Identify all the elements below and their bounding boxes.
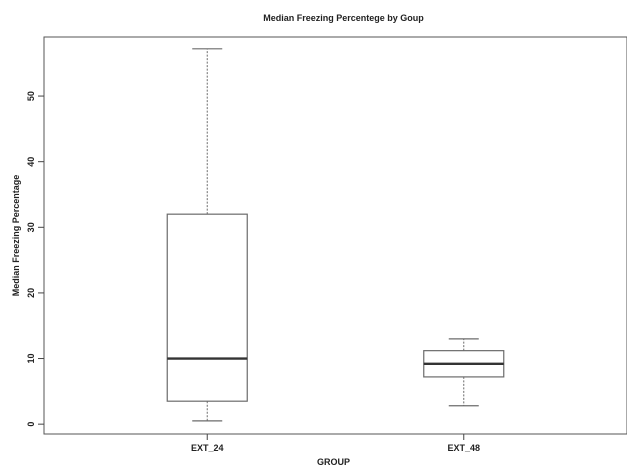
box-ext-24 <box>166 48 248 422</box>
y-tick-label: 0 <box>26 422 36 427</box>
box-ext-48 <box>423 338 505 407</box>
y-tick-label: 10 <box>26 354 36 364</box>
y-tick-label: 20 <box>26 288 36 298</box>
iqr-box <box>166 213 248 402</box>
y-tick-label: 50 <box>26 91 36 101</box>
x-tick-label: EXT_48 <box>447 443 480 453</box>
boxes-layer <box>166 48 505 422</box>
x-axis: EXT_24 EXT_48 <box>191 434 480 453</box>
x-tick-label: EXT_24 <box>191 443 224 453</box>
chart-title: Median Freezing Percentege by Goup <box>263 13 424 23</box>
y-axis: 0 10 20 30 40 50 <box>26 91 44 427</box>
plot-frame <box>43 36 627 435</box>
y-tick-label: 40 <box>26 157 36 167</box>
y-tick-label: 30 <box>26 222 36 232</box>
y-axis-title: Median Freezing Percentage <box>11 175 21 297</box>
x-axis-title: GROUP <box>317 457 350 467</box>
